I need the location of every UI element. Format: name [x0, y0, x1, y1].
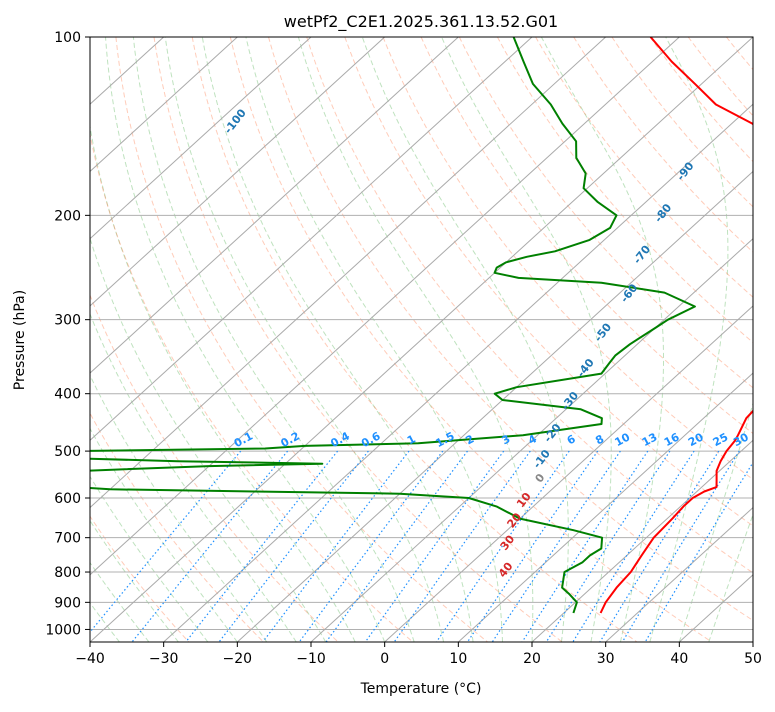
y-axis-title: Pressure (hPa) [12, 290, 28, 390]
y-tick-label: 600 [54, 491, 81, 507]
x-tick-label: 40 [670, 651, 688, 667]
x-tick-label: 0 [380, 651, 389, 667]
x-tick-label: 30 [597, 651, 615, 667]
x-tick-label: 20 [523, 651, 541, 667]
x-tick-label: −10 [296, 651, 326, 667]
y-tick-label: 900 [54, 595, 81, 611]
y-tick-label: 1000 [45, 622, 81, 638]
y-tick-label: 300 [54, 313, 81, 329]
y-tick-label: 500 [54, 444, 81, 460]
y-tick-label: 400 [54, 387, 81, 403]
x-tick-label: 50 [744, 651, 762, 667]
chart-title: wetPf2_C2E1.2025.361.13.52.G01 [284, 12, 558, 32]
y-tick-label: 700 [54, 531, 81, 547]
y-tick-label: 800 [54, 565, 81, 581]
y-tick-label: 200 [54, 208, 81, 224]
x-axis-title: Temperature (°C) [360, 681, 482, 697]
x-tick-label: −30 [149, 651, 179, 667]
y-tick-label: 100 [54, 30, 81, 46]
x-tick-label: 10 [449, 651, 467, 667]
x-tick-label: −40 [75, 651, 105, 667]
x-tick-label: −20 [223, 651, 253, 667]
